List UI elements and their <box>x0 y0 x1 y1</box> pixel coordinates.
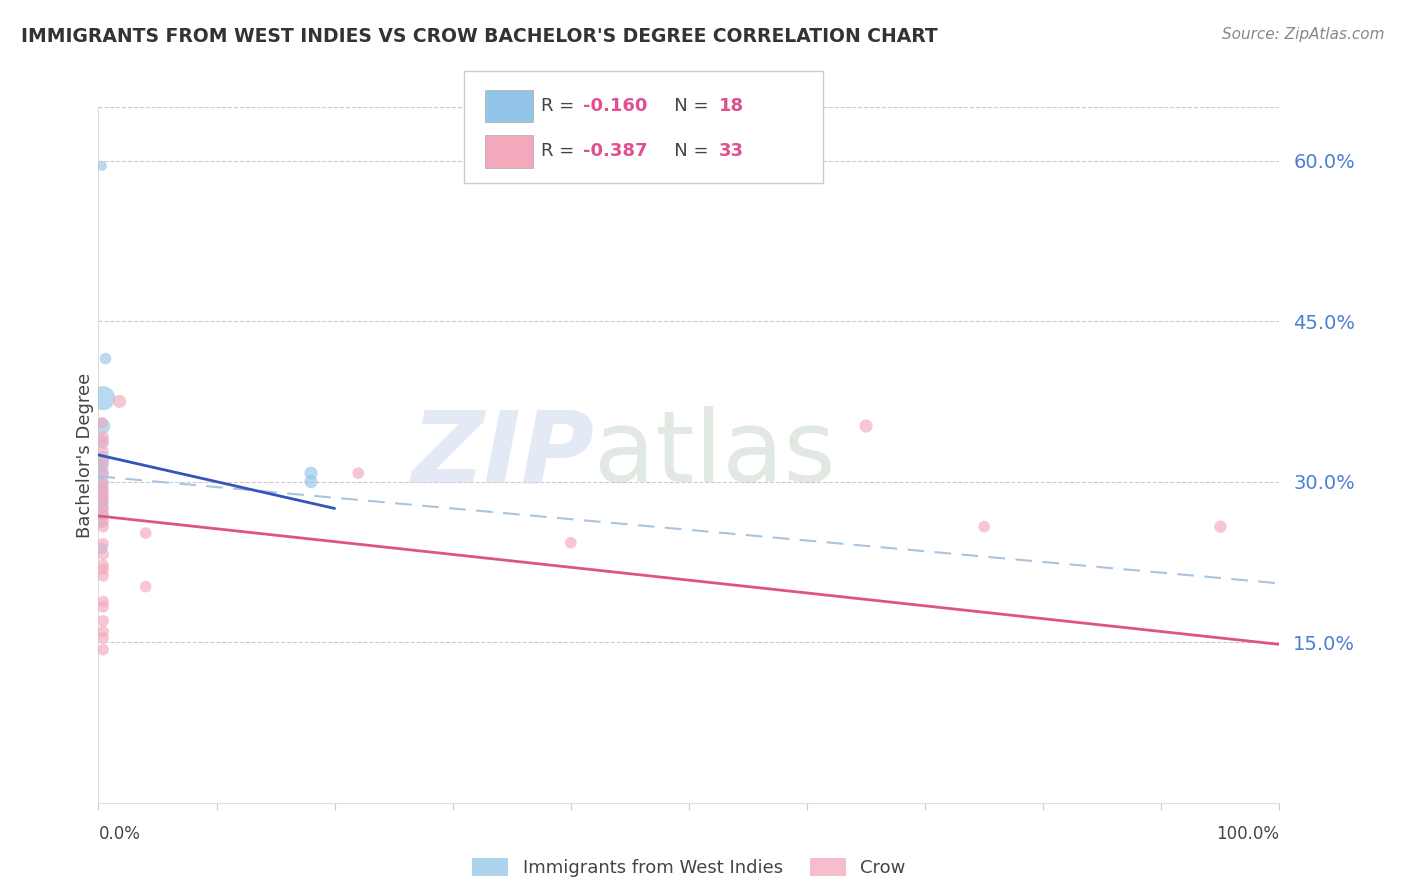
Point <box>91 537 114 551</box>
Point <box>91 599 114 614</box>
Text: 33: 33 <box>718 143 744 161</box>
Point <box>91 500 114 514</box>
Point <box>91 159 114 173</box>
Text: -0.160: -0.160 <box>583 97 648 115</box>
Point <box>91 569 114 583</box>
Point <box>91 487 114 501</box>
Point <box>91 475 114 489</box>
Text: IMMIGRANTS FROM WEST INDIES VS CROW BACHELOR'S DEGREE CORRELATION CHART: IMMIGRANTS FROM WEST INDIES VS CROW BACH… <box>21 27 938 45</box>
Point <box>91 594 114 608</box>
Point <box>91 507 114 521</box>
Text: atlas: atlas <box>595 407 837 503</box>
Point <box>91 482 114 496</box>
Point <box>91 434 114 448</box>
Point <box>91 419 114 434</box>
Point <box>91 489 114 503</box>
Point <box>91 514 114 528</box>
Text: R =: R = <box>541 97 581 115</box>
Point <box>91 494 114 508</box>
Point <box>299 466 322 480</box>
Point <box>91 642 114 657</box>
Point <box>135 526 157 541</box>
Legend: Immigrants from West Indies, Crow: Immigrants from West Indies, Crow <box>465 850 912 884</box>
Text: N =: N = <box>657 143 714 161</box>
Point <box>91 541 114 555</box>
Text: N =: N = <box>657 97 714 115</box>
Text: 18: 18 <box>718 97 744 115</box>
Point <box>91 466 114 480</box>
Point <box>135 580 157 594</box>
Point <box>91 444 114 458</box>
Point <box>91 455 114 469</box>
Point <box>91 548 114 562</box>
Text: R =: R = <box>541 143 581 161</box>
Point <box>91 614 114 628</box>
Point <box>1209 519 1232 533</box>
Point <box>91 558 114 573</box>
Point <box>91 516 114 530</box>
Point <box>91 391 114 405</box>
Y-axis label: Bachelor's Degree: Bachelor's Degree <box>76 372 94 538</box>
Point <box>299 475 322 489</box>
Text: 0.0%: 0.0% <box>98 825 141 843</box>
Point <box>91 519 114 533</box>
Point <box>91 416 114 430</box>
Point <box>108 394 131 409</box>
Point <box>91 494 114 508</box>
Point <box>560 535 582 549</box>
Point <box>91 466 114 480</box>
Text: Source: ZipAtlas.com: Source: ZipAtlas.com <box>1222 27 1385 42</box>
Point <box>973 519 995 533</box>
Point <box>91 501 114 516</box>
Point <box>855 419 877 434</box>
Point <box>91 458 114 473</box>
Point <box>91 430 114 444</box>
Text: -0.387: -0.387 <box>583 143 648 161</box>
Text: ZIP: ZIP <box>412 407 595 503</box>
Point <box>347 466 370 480</box>
Point <box>94 351 117 366</box>
Point <box>91 483 114 498</box>
Point <box>91 562 114 576</box>
Point <box>91 507 114 521</box>
Point <box>91 624 114 639</box>
Point <box>91 451 114 466</box>
Text: 100.0%: 100.0% <box>1216 825 1279 843</box>
Point <box>91 436 114 450</box>
Point <box>91 631 114 645</box>
Point <box>91 476 114 491</box>
